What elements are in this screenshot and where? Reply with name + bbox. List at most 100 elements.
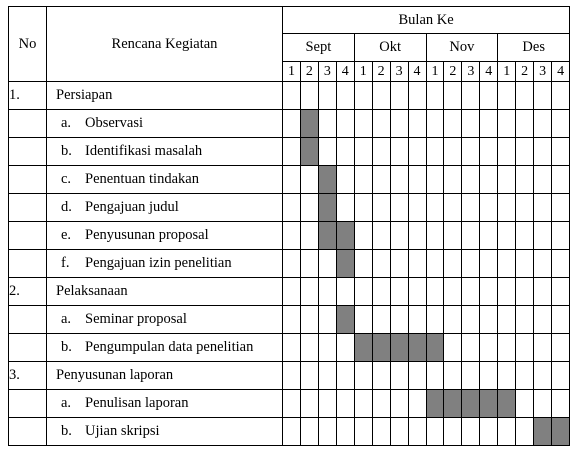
- week-cell: [461, 333, 481, 362]
- week-cell: [335, 193, 355, 222]
- week-cell: [515, 221, 535, 250]
- week-cell: [353, 165, 373, 194]
- week-cell: [533, 249, 553, 278]
- header-week-number: 2: [299, 61, 319, 82]
- week-cell: [533, 109, 553, 138]
- week-cell: [533, 277, 553, 306]
- week-cell: [479, 277, 499, 306]
- activity-letter: b.: [61, 339, 72, 356]
- week-cell-filled: [407, 333, 427, 362]
- activity-label: Penulisan laporan: [85, 395, 189, 412]
- week-cell: [371, 221, 391, 250]
- week-cell: [282, 389, 301, 418]
- activity-cell: b. Identifikasi masalah: [46, 137, 283, 166]
- week-cell: [461, 361, 481, 390]
- week-cell: [371, 277, 391, 306]
- header-row-months: Sept Okt Nov Des: [9, 33, 571, 62]
- activity-row: a. Seminar proposal: [8, 305, 571, 334]
- week-cell: [479, 249, 499, 278]
- week-cell: [299, 81, 319, 110]
- week-cell: [425, 221, 445, 250]
- week-cell: [389, 389, 409, 418]
- week-cell: [299, 277, 319, 306]
- week-cell: [389, 305, 409, 334]
- week-cell: [479, 165, 499, 194]
- activity-letter: c.: [61, 171, 72, 188]
- activity-row: b. Pengumpulan data penelitian: [8, 333, 571, 362]
- week-cell: [461, 193, 481, 222]
- week-cell: [515, 277, 535, 306]
- week-cell: [533, 305, 553, 334]
- row-number: [8, 305, 47, 334]
- week-cell: [479, 333, 499, 362]
- week-cell: [533, 81, 553, 110]
- week-cell: [497, 333, 517, 362]
- week-cell: [371, 305, 391, 334]
- week-cell: [317, 417, 337, 446]
- week-cell: [533, 389, 553, 418]
- week-cell: [497, 249, 517, 278]
- activity-cell: b. Ujian skripsi: [46, 417, 283, 446]
- week-cell: [461, 305, 481, 334]
- week-cell: [371, 193, 391, 222]
- week-cell: [497, 361, 517, 390]
- week-cell: [335, 137, 355, 166]
- week-cell: [515, 109, 535, 138]
- week-cell: [461, 81, 481, 110]
- week-cell: [443, 81, 463, 110]
- week-cell: [551, 333, 571, 362]
- week-cell: [407, 305, 427, 334]
- activity-row: f. Pengajuan izin penelitian: [8, 249, 571, 278]
- week-cell: [479, 417, 499, 446]
- week-cell-filled: [425, 389, 445, 418]
- week-cell: [353, 221, 373, 250]
- row-number: [8, 221, 47, 250]
- activity-row: e. Penyusunan proposal: [8, 221, 571, 250]
- week-cell: [443, 361, 463, 390]
- week-cell: [353, 389, 373, 418]
- week-cell: [299, 249, 319, 278]
- week-cell: [425, 249, 445, 278]
- week-cell: [479, 109, 499, 138]
- header-week-number: 3: [389, 61, 409, 82]
- week-cell: [389, 81, 409, 110]
- activity-letter: a.: [61, 395, 72, 412]
- week-cell: [299, 333, 319, 362]
- activity-row: b. Ujian skripsi: [8, 417, 571, 446]
- activity-letter: d.: [61, 199, 72, 216]
- schedule-body: 1. Persiapan a. Observasi b. Identifikasi mas…: [8, 81, 571, 446]
- activity-cell: c. Penentuan tindakan: [46, 165, 283, 194]
- week-cell: [479, 137, 499, 166]
- week-cell: [425, 277, 445, 306]
- week-cell: [389, 417, 409, 446]
- week-cell: [425, 361, 445, 390]
- activity-label: Seminar proposal: [85, 311, 187, 328]
- week-cell: [551, 137, 571, 166]
- phase-row: 2. Pelaksanaan: [8, 277, 571, 306]
- row-number: 2.: [8, 277, 47, 306]
- week-cell: [461, 277, 481, 306]
- week-cell: [425, 305, 445, 334]
- week-cell: [497, 81, 517, 110]
- week-cell: [299, 221, 319, 250]
- week-cell: [479, 81, 499, 110]
- week-cell: [282, 249, 301, 278]
- activity-row: a. Observasi: [8, 109, 571, 138]
- activity-label: Pengajuan izin penelitian: [85, 255, 232, 272]
- week-cell: [497, 305, 517, 334]
- week-cell-filled: [335, 305, 355, 334]
- week-cell: [515, 81, 535, 110]
- week-cell: [282, 165, 301, 194]
- activity-letter: f.: [61, 255, 70, 272]
- week-cell: [533, 137, 553, 166]
- week-cell: [282, 361, 301, 390]
- week-cell: [407, 81, 427, 110]
- row-number: 3.: [8, 361, 47, 390]
- activity-label: Pengajuan judul: [85, 199, 179, 216]
- activity-cell: Pelaksanaan: [46, 277, 283, 306]
- week-cell: [371, 81, 391, 110]
- week-cell: [515, 137, 535, 166]
- week-cell: [425, 81, 445, 110]
- week-cell: [371, 137, 391, 166]
